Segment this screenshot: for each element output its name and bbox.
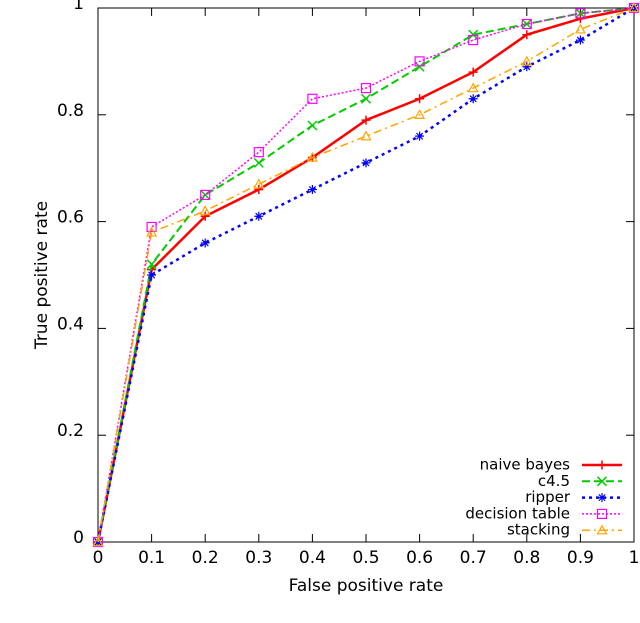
point-marker	[575, 8, 586, 19]
point-marker	[306, 151, 318, 162]
point-marker	[147, 270, 157, 280]
y-tick-label: 0.6	[57, 208, 84, 228]
point-marker	[414, 61, 425, 72]
x-tick-label: 0.9	[567, 548, 594, 568]
point-marker	[200, 189, 211, 200]
point-marker	[521, 18, 532, 30]
x-tick-label: 0.4	[299, 548, 326, 568]
legend-label: decision table	[465, 504, 570, 522]
legend-label: ripper	[525, 488, 571, 506]
point-marker	[307, 185, 317, 195]
point-marker	[597, 460, 607, 470]
point-marker	[254, 185, 264, 195]
point-marker	[146, 221, 157, 233]
x-tick-label: 0.1	[138, 548, 165, 568]
legend-label: stacking	[507, 521, 570, 539]
point-marker	[253, 178, 265, 189]
point-marker	[468, 34, 479, 46]
point-marker	[596, 508, 608, 519]
point-marker	[574, 23, 586, 34]
legend-label: c4.5	[538, 472, 570, 490]
point-marker	[628, 2, 640, 13]
point-marker	[360, 93, 372, 104]
point-marker	[200, 238, 210, 248]
y-tick-label: 1	[73, 0, 84, 14]
point-marker	[361, 115, 371, 125]
point-marker	[414, 109, 426, 119]
point-marker	[522, 30, 532, 40]
point-marker	[468, 67, 478, 77]
x-tick-label: 0.3	[245, 548, 272, 568]
x-tick-label: 0	[93, 548, 104, 568]
point-marker	[468, 94, 478, 104]
point-marker	[146, 259, 157, 270]
x-tick-label: 0.5	[352, 548, 379, 568]
point-marker	[521, 18, 532, 30]
point-marker	[468, 29, 479, 40]
point-marker	[200, 211, 210, 221]
x-tick-label: 0.6	[406, 548, 433, 568]
point-marker	[415, 131, 425, 141]
point-marker	[596, 476, 608, 487]
point-marker	[415, 94, 425, 104]
point-marker	[596, 524, 608, 535]
point-marker	[360, 130, 372, 141]
point-marker	[307, 120, 318, 131]
y-axis-label: True positive rate	[32, 201, 52, 350]
point-marker	[253, 157, 264, 168]
point-marker	[522, 62, 532, 72]
x-tick-label: 1	[629, 548, 640, 568]
x-axis-label: False positive rate	[289, 576, 444, 596]
legend-label: naive bayes	[480, 456, 571, 474]
point-marker	[146, 226, 158, 237]
point-marker	[254, 211, 264, 221]
y-tick-label: 0.4	[57, 314, 84, 334]
series-line	[97, 7, 635, 543]
x-tick-label: 0.2	[192, 548, 219, 568]
y-tick-label: 0	[73, 528, 84, 548]
point-marker	[575, 35, 585, 45]
point-marker	[575, 14, 585, 24]
y-tick-label: 0.2	[57, 421, 84, 441]
point-marker	[360, 82, 372, 94]
point-marker	[200, 189, 211, 200]
point-marker	[199, 205, 211, 216]
point-marker	[92, 536, 104, 547]
y-tick-label: 0.8	[57, 101, 84, 121]
point-marker	[467, 82, 479, 93]
point-marker	[597, 493, 607, 503]
point-marker	[361, 158, 371, 168]
x-tick-label: 0.8	[513, 548, 540, 568]
point-marker	[521, 55, 533, 66]
x-tick-label: 0.7	[460, 548, 487, 568]
point-marker	[253, 147, 264, 158]
point-marker	[307, 93, 318, 104]
point-marker	[414, 56, 425, 67]
series-line	[96, 6, 635, 543]
